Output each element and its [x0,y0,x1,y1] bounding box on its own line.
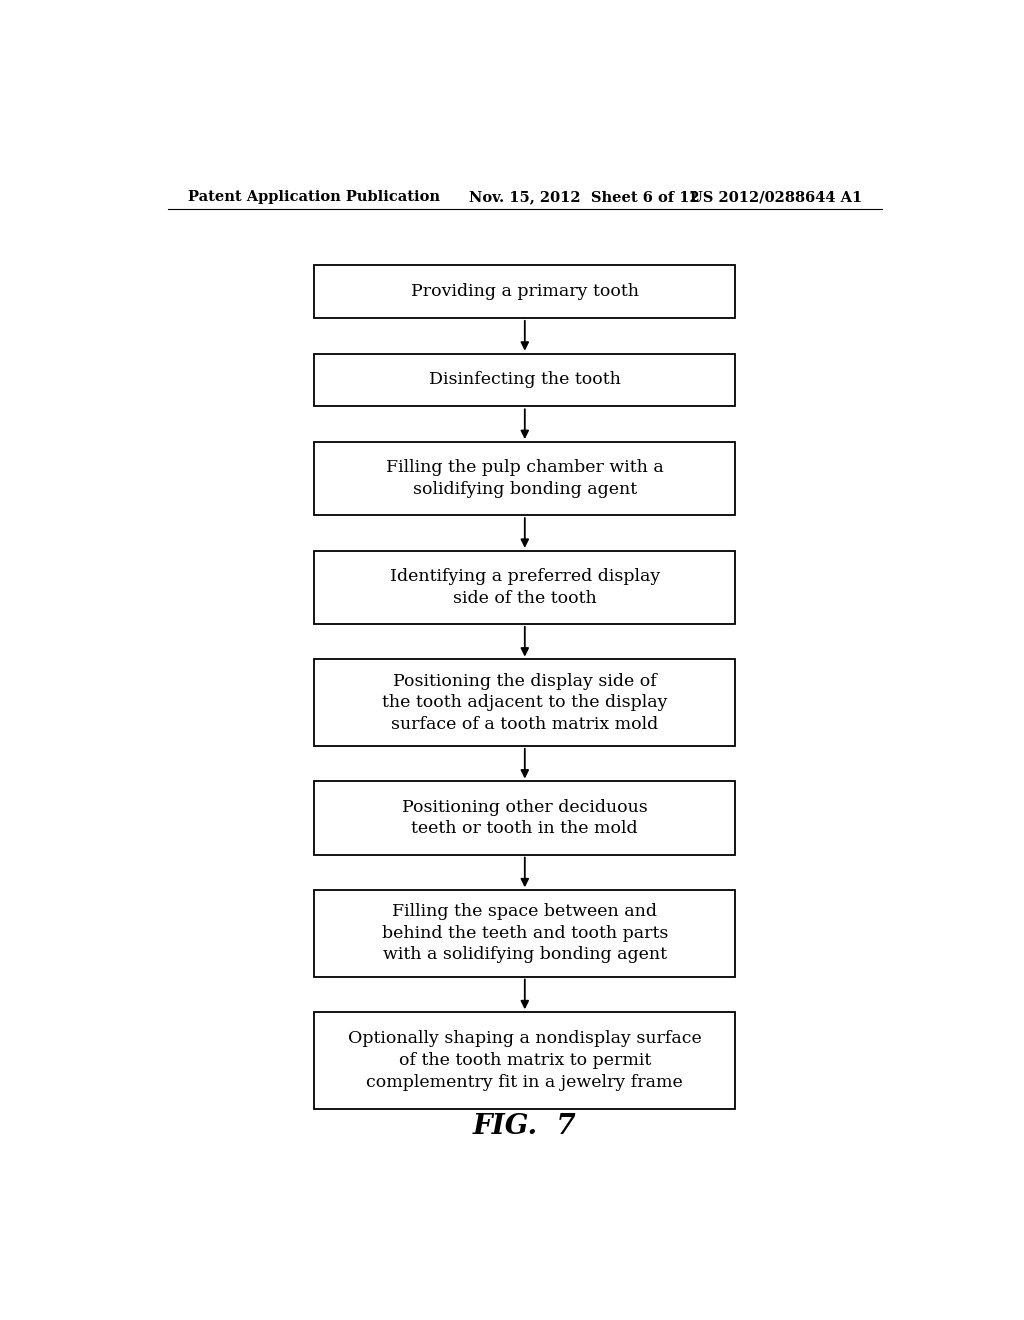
Text: Providing a primary tooth: Providing a primary tooth [411,282,639,300]
Bar [314,550,735,624]
Text: Positioning the display side of
the tooth adjacent to the display
surface of a t: Positioning the display side of the toot… [382,673,668,733]
Text: US 2012/0288644 A1: US 2012/0288644 A1 [690,190,862,205]
Bar [314,890,735,977]
Text: Positioning other deciduous
teeth or tooth in the mold: Positioning other deciduous teeth or too… [402,799,647,837]
Bar [314,354,735,407]
Bar [314,265,735,318]
Bar [314,781,735,854]
Bar [314,442,735,515]
Text: Optionally shaping a nondisplay surface
of the tooth matrix to permit
complement: Optionally shaping a nondisplay surface … [348,1031,701,1090]
Text: Disinfecting the tooth: Disinfecting the tooth [429,371,621,388]
Text: Identifying a preferred display
side of the tooth: Identifying a preferred display side of … [390,568,659,607]
Text: Nov. 15, 2012  Sheet 6 of 12: Nov. 15, 2012 Sheet 6 of 12 [469,190,700,205]
Bar [314,1012,735,1109]
Text: Patent Application Publication: Patent Application Publication [187,190,439,205]
Text: Filling the pulp chamber with a
solidifying bonding agent: Filling the pulp chamber with a solidify… [386,459,664,498]
Bar [314,660,735,746]
Text: FIG.  7: FIG. 7 [473,1113,577,1139]
Text: Filling the space between and
behind the teeth and tooth parts
with a solidifyin: Filling the space between and behind the… [382,903,668,964]
